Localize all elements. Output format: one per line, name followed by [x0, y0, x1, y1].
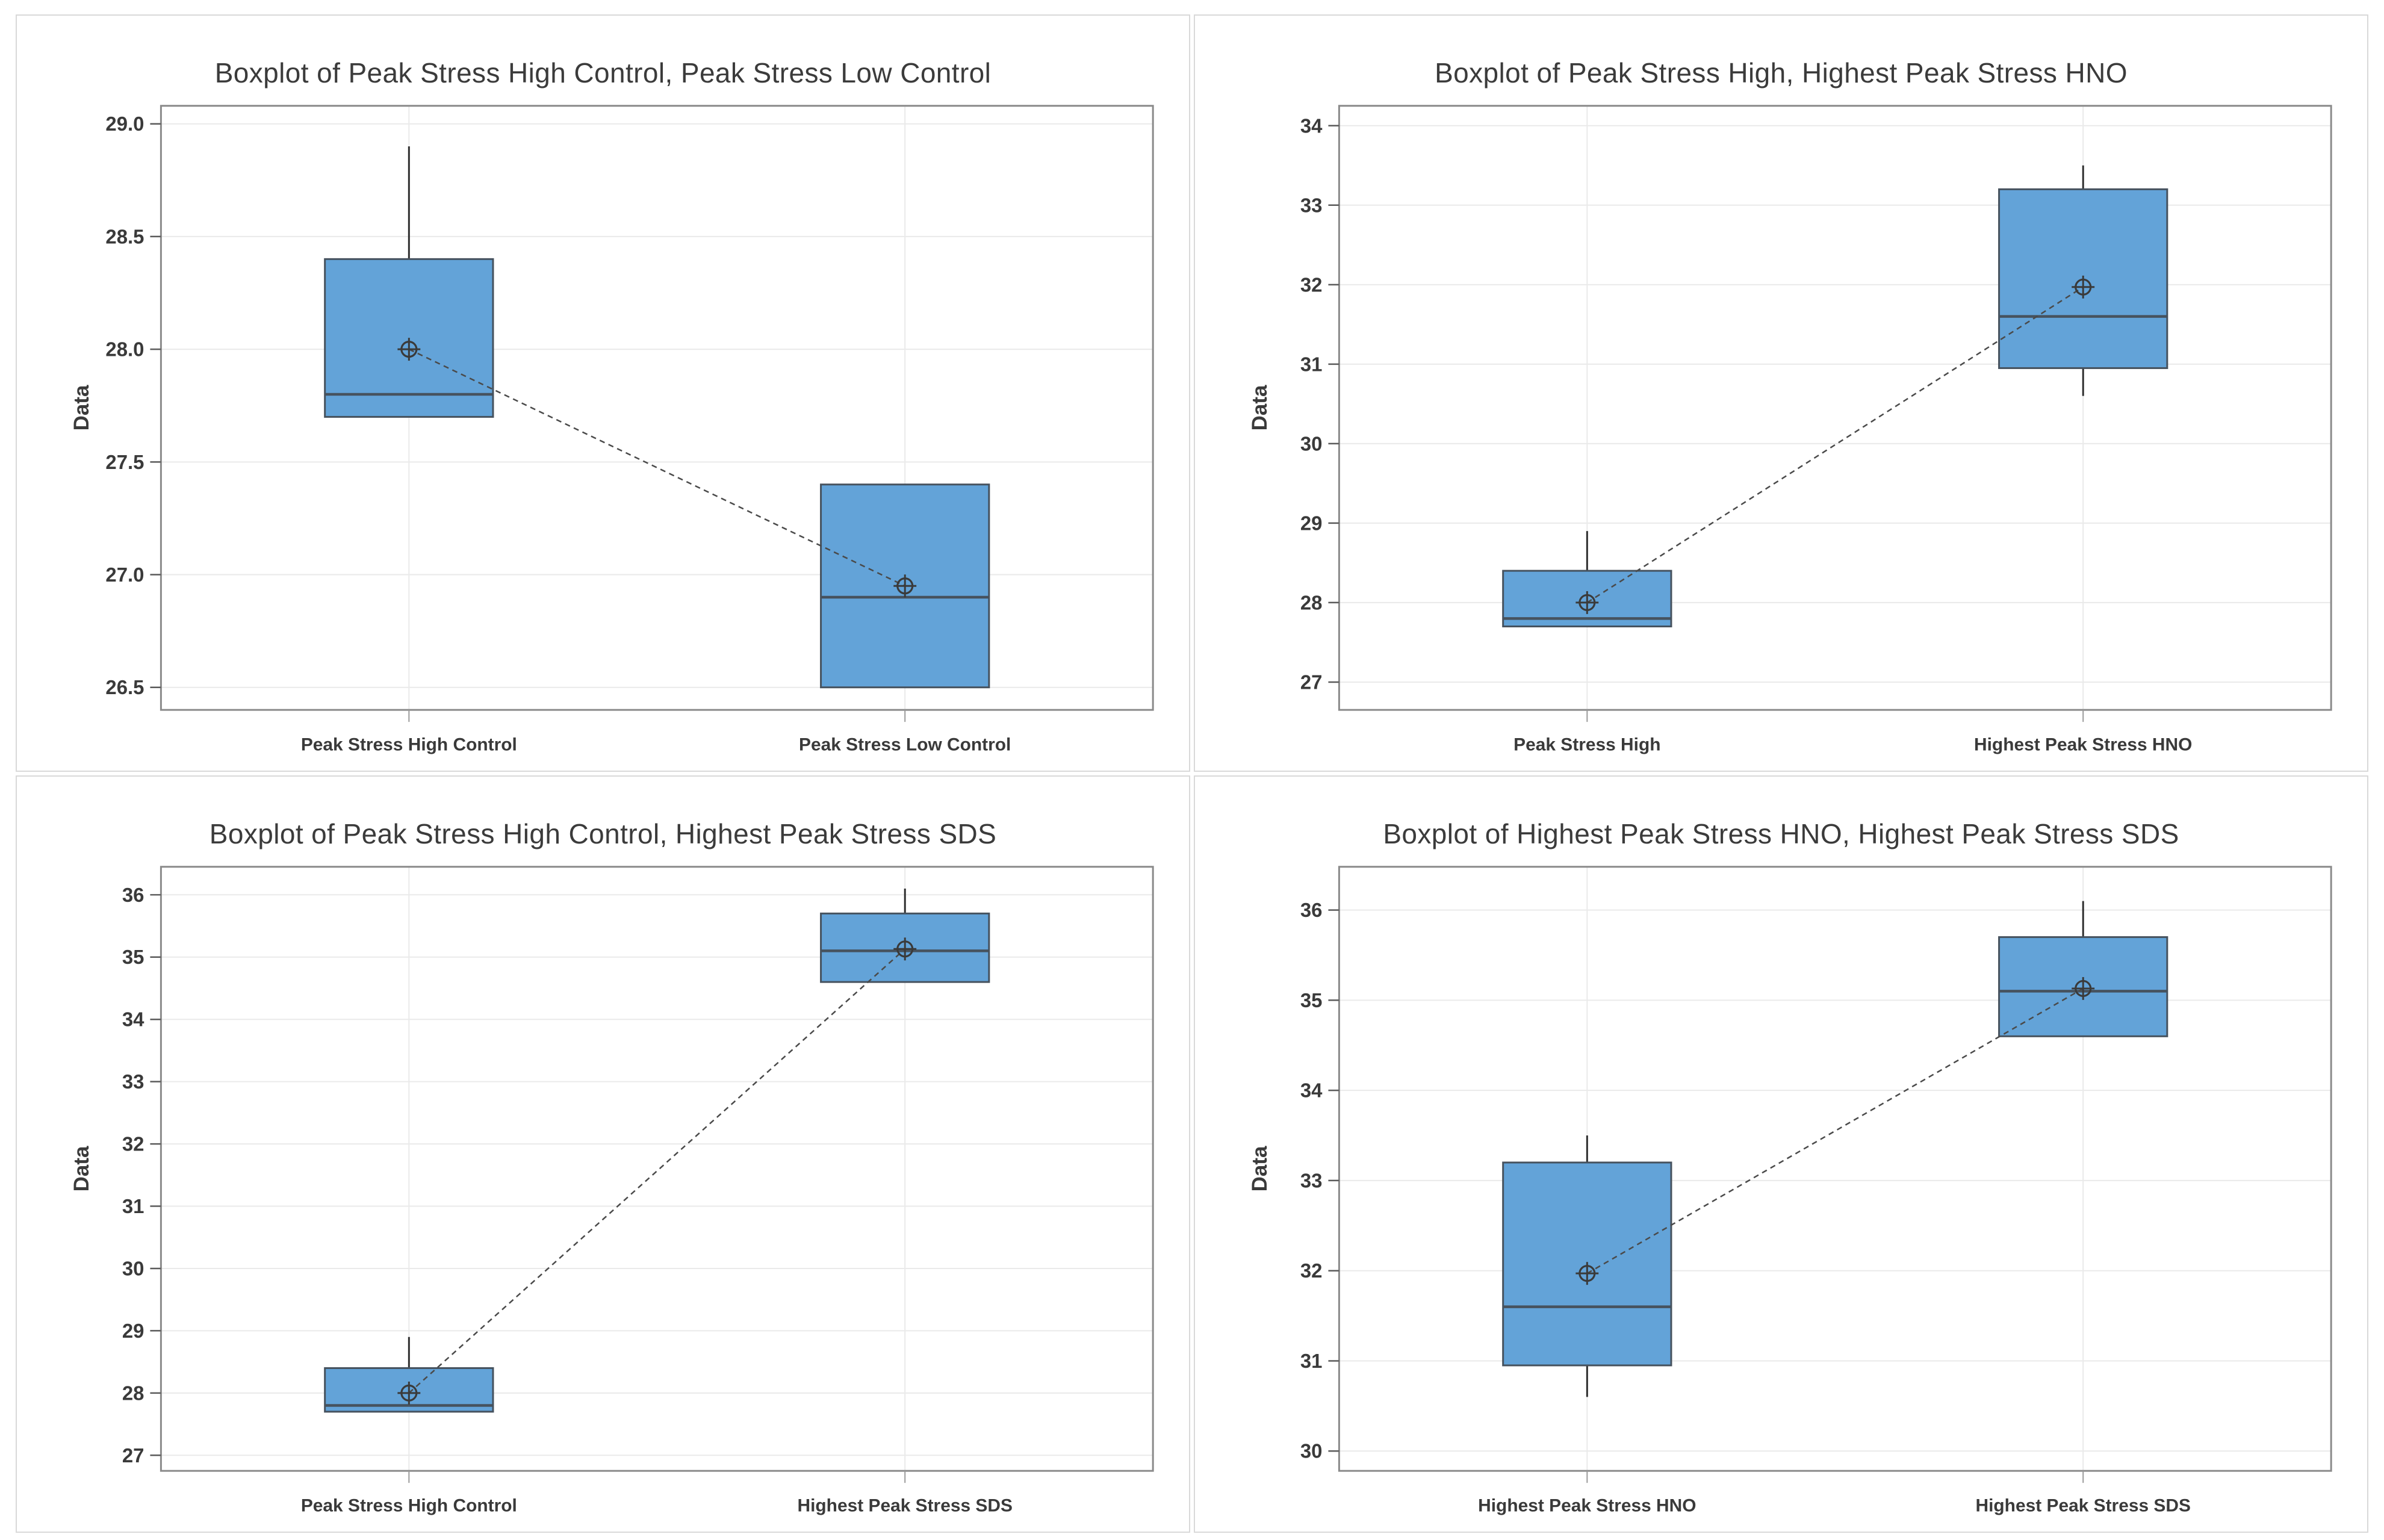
- panel-top-right: Boxplot of Peak Stress High, Highest Pea…: [1194, 14, 2368, 772]
- boxplot-chart: 30 31 32 33 34 35 36 Data Highest Peak Stress HN…: [1248, 866, 2332, 1516]
- y-tick-label: 30: [1300, 432, 1323, 455]
- y-tick-label: 27: [122, 1444, 144, 1467]
- y-tick-label: 29: [122, 1320, 144, 1342]
- y-tick-label: 26.5: [105, 676, 144, 698]
- y-tick-label: 31: [122, 1195, 144, 1217]
- y-tick-label: 36: [1300, 899, 1323, 921]
- y-tick-label: 28: [1300, 591, 1323, 613]
- y-tick-label: 33: [122, 1070, 144, 1093]
- panel-bottom-left: Boxplot of Peak Stress High Control, Hig…: [16, 775, 1190, 1533]
- y-tick-label: 34: [1300, 1079, 1323, 1102]
- x-category-label: Highest Peak Stress SDS: [1976, 1496, 2191, 1516]
- y-axis-label: Data: [70, 385, 93, 430]
- y-tick-label: 28.0: [105, 338, 144, 361]
- x-category-label: Peak Stress Low Control: [799, 735, 1011, 755]
- y-tick-label: 31: [1300, 1350, 1323, 1372]
- y-tick-label: 32: [1300, 273, 1323, 296]
- y-tick-label: 27: [1300, 671, 1323, 693]
- y-tick-label: 29.0: [105, 113, 144, 135]
- y-tick-label: 32: [1300, 1259, 1323, 1282]
- y-axis-label: Data: [1248, 385, 1271, 430]
- mean-connector-line: [408, 948, 906, 1394]
- plot-border: [160, 866, 1154, 1472]
- y-tick-label: 27.5: [105, 451, 144, 473]
- x-category-label: Peak Stress High Control: [301, 1496, 517, 1516]
- x-category-label: Peak Stress High: [1513, 735, 1660, 755]
- x-category-label: Highest Peak Stress HNO: [1478, 1496, 1696, 1516]
- y-tick-label: 29: [1300, 512, 1323, 534]
- x-category-label: Peak Stress High Control: [301, 735, 517, 755]
- y-tick-label: 33: [1300, 194, 1323, 216]
- mean-connector-line: [408, 348, 905, 587]
- boxplot-chart: 26.5 27.0 27.5 28.0 28.5 29.0 Data Peak Stress …: [70, 105, 1154, 755]
- y-axis-label: Data: [1248, 1146, 1271, 1191]
- x-category-label: Highest Peak Stress HNO: [1974, 735, 2192, 755]
- y-tick-label: 36: [122, 884, 144, 906]
- y-tick-label: 34: [1300, 114, 1323, 137]
- panel-bottom-right: Boxplot of Highest Peak Stress HNO, High…: [1194, 775, 2368, 1533]
- x-category-label: Highest Peak Stress SDS: [798, 1496, 1013, 1516]
- y-tick-label: 34: [122, 1008, 144, 1031]
- y-tick-label: 33: [1300, 1169, 1323, 1191]
- plot-border: [1338, 866, 2332, 1472]
- boxplot-chart: 27 28 29 30 31 32 33 34 35 36 Data Peak Stress High…: [70, 866, 1154, 1516]
- plot-border: [160, 105, 1154, 711]
- y-tick-label: 30: [1300, 1440, 1323, 1462]
- y-tick-label: 35: [1300, 989, 1323, 1011]
- panel-top-left: Boxplot of Peak Stress High Control, Pea…: [16, 14, 1190, 772]
- y-tick-label: 32: [122, 1133, 144, 1155]
- y-tick-label: 28: [122, 1382, 144, 1404]
- y-tick-label: 28.5: [105, 225, 144, 247]
- y-axis-label: Data: [70, 1146, 93, 1191]
- y-tick-label: 27.0: [105, 564, 144, 586]
- y-tick-label: 31: [1300, 353, 1323, 375]
- mean-connector-line: [1586, 286, 2084, 603]
- y-tick-label: 35: [122, 946, 144, 968]
- y-tick-label: 30: [122, 1257, 144, 1279]
- boxplot-chart: 27 28 29 30 31 32 33 34 Data Peak Stress High High…: [1248, 105, 2332, 755]
- plot-border: [1338, 105, 2332, 711]
